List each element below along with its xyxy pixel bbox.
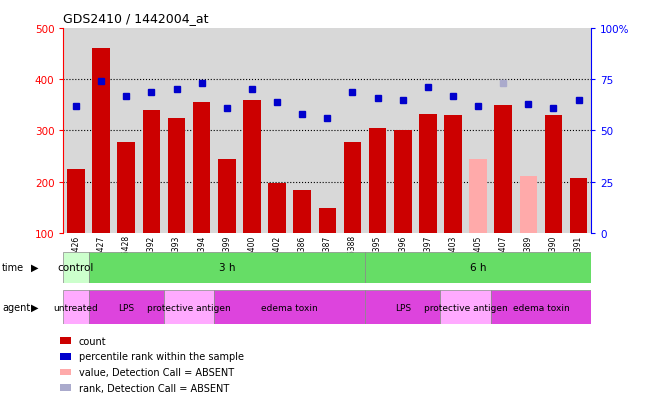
Text: ▶: ▶ (31, 262, 39, 273)
Text: edema toxin: edema toxin (512, 303, 569, 312)
Bar (293, 191, 311, 233)
Bar (269, 183, 286, 233)
Bar (520, 176, 537, 233)
Bar (67, 169, 85, 233)
Bar (470, 160, 487, 233)
Bar (214, 290, 365, 324)
Bar (419, 115, 437, 233)
Bar (118, 143, 135, 233)
Text: ▶: ▶ (31, 302, 39, 312)
Text: count: count (79, 336, 106, 346)
Bar (143, 111, 160, 233)
Bar (444, 116, 462, 233)
Text: percentile rank within the sample: percentile rank within the sample (79, 351, 244, 361)
Bar (89, 290, 164, 324)
Bar (164, 290, 214, 324)
Bar (494, 106, 512, 233)
Bar (365, 290, 440, 324)
Text: protective antigen: protective antigen (147, 303, 231, 312)
Bar (319, 209, 336, 233)
Bar (63, 252, 89, 283)
Text: LPS: LPS (395, 303, 411, 312)
Text: 3 h: 3 h (218, 262, 235, 273)
Bar (544, 116, 562, 233)
Bar (168, 119, 185, 233)
Text: LPS: LPS (118, 303, 134, 312)
Bar (365, 252, 591, 283)
Text: agent: agent (2, 302, 30, 312)
Text: time: time (2, 262, 24, 273)
Text: untreated: untreated (53, 303, 98, 312)
Text: control: control (58, 262, 94, 273)
Bar (369, 128, 386, 233)
Bar (343, 142, 361, 233)
Text: rank, Detection Call = ABSENT: rank, Detection Call = ABSENT (79, 383, 229, 393)
Bar (440, 290, 491, 324)
Bar (89, 252, 365, 283)
Bar (92, 49, 110, 233)
Bar (491, 290, 591, 324)
Bar (394, 131, 411, 233)
Bar (193, 103, 210, 233)
Text: protective antigen: protective antigen (424, 303, 508, 312)
Text: GDS2410 / 1442004_at: GDS2410 / 1442004_at (63, 12, 209, 25)
Text: value, Detection Call = ABSENT: value, Detection Call = ABSENT (79, 367, 234, 377)
Bar (63, 290, 89, 324)
Text: edema toxin: edema toxin (261, 303, 318, 312)
Bar (570, 179, 587, 233)
Text: 6 h: 6 h (470, 262, 486, 273)
Bar (218, 159, 236, 233)
Bar (243, 100, 261, 233)
